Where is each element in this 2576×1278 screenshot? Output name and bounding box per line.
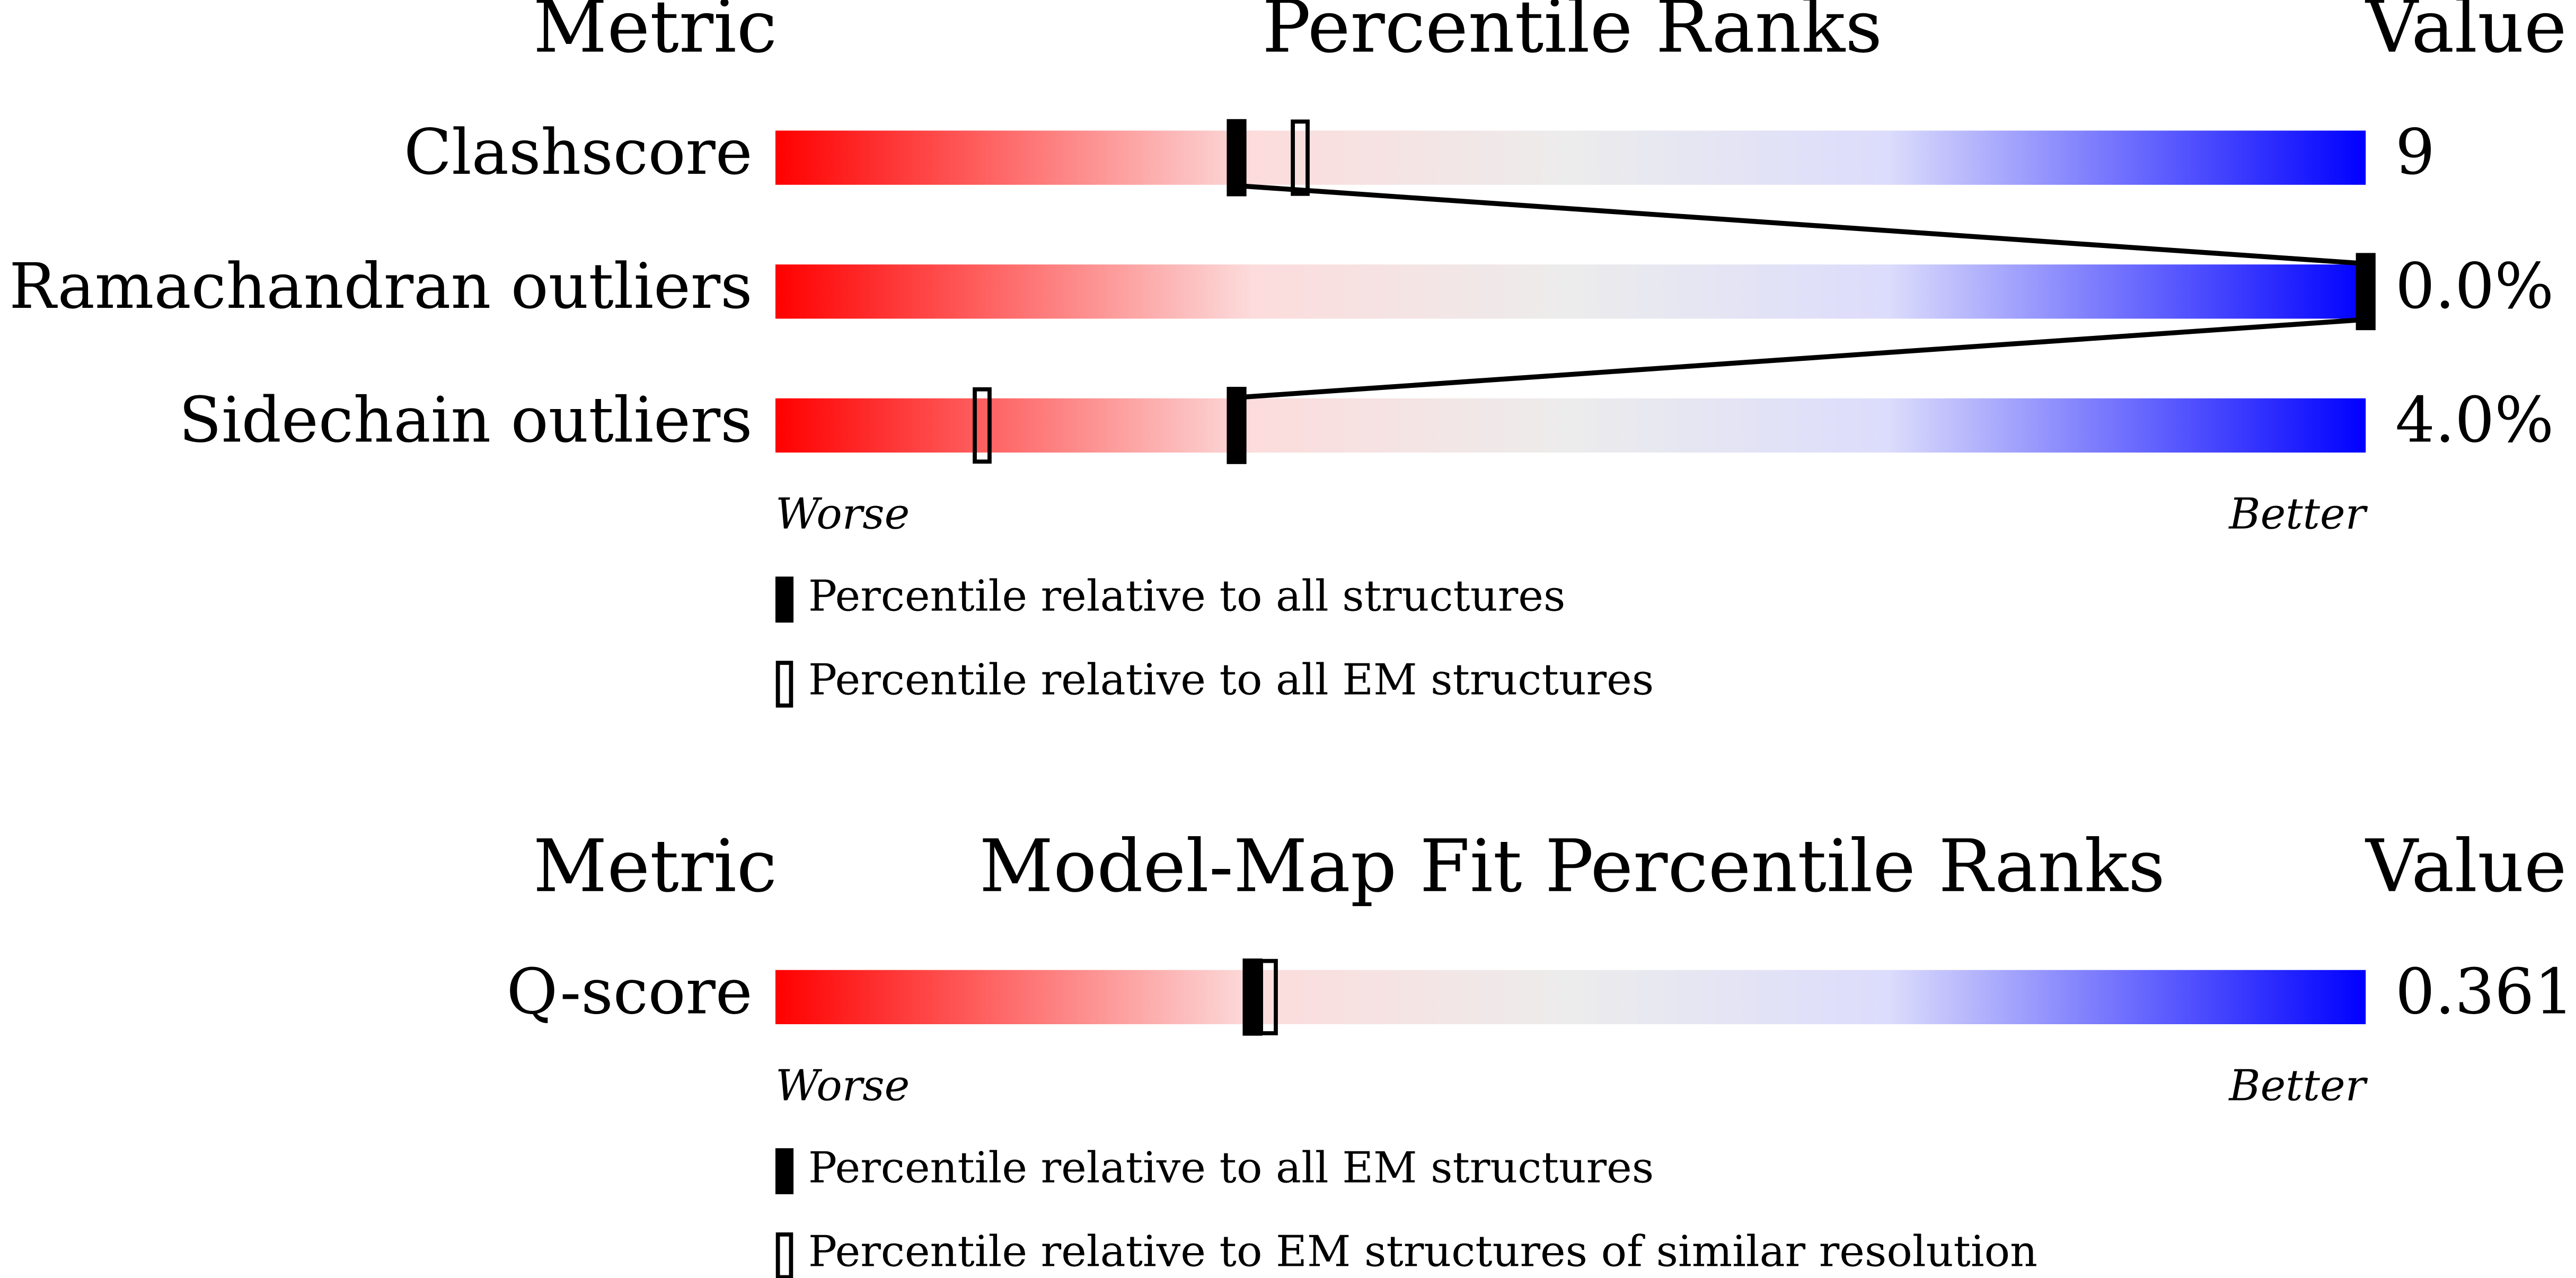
- marker: [2356, 253, 2376, 331]
- metric-label: Sidechain outliers: [179, 384, 752, 457]
- marker-alt: [1291, 119, 1310, 196]
- legend-label: Percentile relative to EM structures of …: [808, 1227, 2037, 1277]
- marker: [1227, 119, 1247, 197]
- marker: [1227, 387, 1247, 464]
- metric-value: 4.0%: [2395, 384, 2554, 457]
- worse-label: Worse: [775, 1061, 910, 1111]
- value-header: Value: [2365, 0, 2566, 69]
- better-label: Better: [2228, 490, 2368, 539]
- legend-label: Percentile relative to all structures: [808, 572, 1565, 622]
- percentile-bar: [775, 398, 2366, 453]
- better-label: Better: [2228, 1061, 2368, 1111]
- connector: [1236, 317, 2366, 400]
- metric-label: Ramachandran outliers: [9, 250, 752, 323]
- legend-label: Percentile relative to all EM structures: [808, 1143, 1654, 1193]
- chart-title: Percentile Ranks: [1262, 0, 1882, 69]
- worse-label: Worse: [775, 490, 910, 539]
- metric-value: 0.0%: [2395, 250, 2554, 323]
- metric-header: Metric: [533, 824, 777, 909]
- marker: [1242, 958, 1263, 1036]
- metric-value: 9: [2395, 116, 2435, 189]
- legend-marker: [775, 1232, 793, 1278]
- marker-alt: [973, 387, 992, 464]
- legend-marker: [775, 1148, 794, 1194]
- percentile-bar: [775, 970, 2366, 1025]
- legend-marker: [775, 576, 794, 623]
- value-header: Value: [2365, 824, 2566, 909]
- chart-title: Model-Map Fit Percentile Ranks: [980, 824, 2165, 909]
- percentile-bar: [775, 264, 2366, 319]
- legend-label: Percentile relative to all EM structures: [808, 655, 1654, 705]
- metric-header: Metric: [533, 0, 777, 69]
- legend-marker: [775, 661, 793, 708]
- metric-label: Clashscore: [404, 116, 753, 189]
- percentile-bar: [775, 130, 2366, 185]
- connector: [1236, 183, 2366, 267]
- metric-value: 0.361: [2395, 955, 2574, 1028]
- metric-label: Q-score: [507, 955, 753, 1028]
